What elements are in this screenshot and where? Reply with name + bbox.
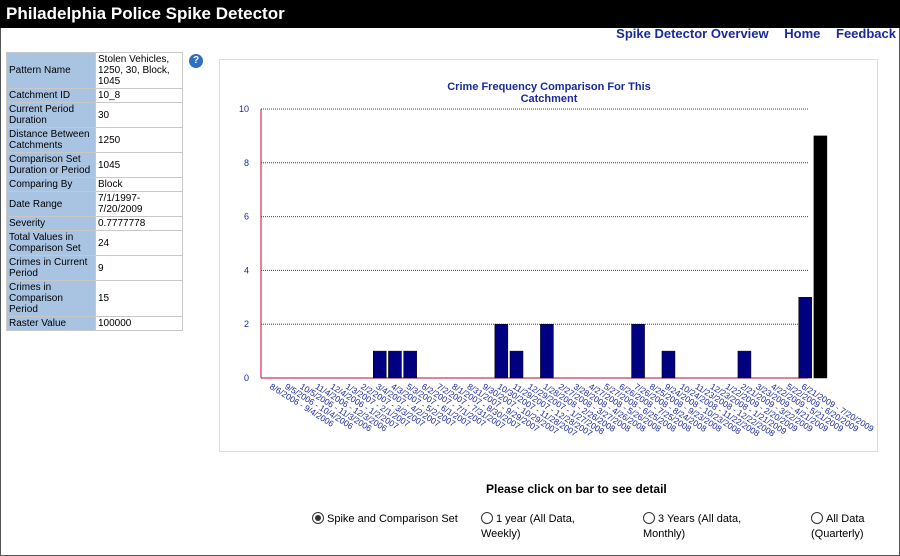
y-tick-label: 2 [244, 319, 249, 329]
info-value: 9 [95, 255, 183, 281]
help-icon[interactable]: ? [189, 54, 203, 68]
y-tick-label: 10 [239, 104, 249, 114]
info-row: Date Range 7/1/1997-7/20/2009 [6, 191, 183, 217]
chart-bar[interactable] [373, 350, 387, 379]
info-label: Total Values in Comparison Set [6, 230, 96, 256]
radio-all-data[interactable]: All Data (Quarterly) [811, 512, 891, 542]
info-row: Severity 0.7777778 [6, 216, 183, 231]
info-row: Crimes in Current Period 9 [6, 255, 183, 281]
chart-bar[interactable] [540, 323, 554, 379]
chart-bar[interactable] [813, 135, 828, 379]
info-label: Catchment ID [6, 88, 96, 103]
chart-title-line-2: Catchment [521, 93, 578, 105]
info-value: 15 [95, 280, 183, 317]
chart-bar[interactable] [388, 350, 402, 379]
info-value: Block [95, 177, 183, 192]
info-label: Comparing By [6, 177, 96, 192]
info-label: Crimes in Current Period [6, 255, 96, 281]
pattern-info-table: Pattern Name Stolen Vehicles, 1250, 30, B… [6, 52, 183, 331]
nav-overview-link[interactable]: Spike Detector Overview [616, 26, 769, 41]
radio-label: Spike and Comparison Set [327, 513, 458, 525]
chart-container: Crime Frequency Comparison For This Catc… [219, 59, 878, 452]
info-value: 1250 [95, 127, 183, 153]
info-value: Stolen Vehicles, 1250, 30, Block, 1045 [95, 52, 183, 89]
chart-bar[interactable] [631, 323, 645, 379]
info-row: Total Values in Comparison Set 24 [6, 230, 183, 256]
radio-label: All Data (Quarterly) [811, 513, 865, 540]
info-row: Catchment ID 10_8 [6, 88, 183, 103]
info-label: Severity [6, 216, 96, 231]
info-row: Current Period Duration 30 [6, 102, 183, 128]
chart-bar[interactable] [509, 350, 524, 379]
title-bar: Philadelphia Police Spike Detector [0, 0, 900, 28]
chart-bar[interactable] [403, 350, 417, 379]
info-value: 0.7777778 [95, 216, 183, 231]
y-tick-label: 6 [244, 212, 249, 222]
radio-3-years[interactable]: 3 Years (All data, Monthly) [643, 512, 773, 542]
info-value: 7/1/1997-7/20/2009 [95, 191, 183, 217]
info-row: Pattern Name Stolen Vehicles, 1250, 30, B… [6, 52, 183, 89]
radio-circle-icon[interactable] [811, 512, 823, 524]
info-row: Raster Value 100000 [6, 316, 183, 331]
chart-bar[interactable] [661, 350, 676, 379]
chart-title-line-1: Crime Frequency Comparison For This [447, 81, 651, 93]
info-label: Current Period Duration [6, 102, 96, 128]
info-label: Date Range [6, 191, 96, 217]
chart-bar[interactable] [737, 350, 752, 379]
y-tick-label: 4 [244, 265, 249, 275]
radio-circle-icon[interactable] [481, 512, 493, 524]
info-row: Distance Between Catchments 1250 [6, 127, 183, 153]
info-row: Crimes in Comparison Period 15 [6, 280, 183, 317]
info-label: Pattern Name [6, 52, 96, 89]
info-value: 30 [95, 102, 183, 128]
top-nav: Spike Detector Overview Home Feedback [604, 26, 896, 41]
info-label: Distance Between Catchments [6, 127, 96, 153]
radio-label: 3 Years (All data, Monthly) [643, 513, 742, 540]
radio-circle-icon[interactable] [643, 512, 655, 524]
click-instruction: Please click on bar to see detail [486, 482, 667, 496]
chart-bar[interactable] [494, 323, 509, 379]
crime-frequency-chart: Crime Frequency Comparison For This Catc… [239, 81, 876, 439]
info-value: 10_8 [95, 88, 183, 103]
info-label: Raster Value [6, 316, 96, 331]
nav-feedback-link[interactable]: Feedback [836, 26, 896, 41]
info-label: Crimes in Comparison Period [6, 280, 96, 317]
radio-label: 1 year (All Data, Weekly) [481, 513, 575, 540]
info-value: 24 [95, 230, 183, 256]
radio-1-year[interactable]: 1 year (All Data, Weekly) [481, 512, 601, 542]
info-value: 100000 [95, 316, 183, 331]
info-value: 1045 [95, 152, 183, 178]
info-row: Comparing By Block [6, 177, 183, 192]
nav-home-link[interactable]: Home [784, 26, 821, 41]
y-tick-label: 0 [244, 373, 249, 383]
radio-circle-selected-icon[interactable] [312, 512, 324, 524]
app-title: Philadelphia Police Spike Detector [6, 4, 285, 23]
info-label: Comparison Set Duration or Period [6, 152, 96, 178]
chart-bar[interactable] [798, 297, 812, 379]
radio-spike-comparison[interactable]: Spike and Comparison Set [312, 512, 462, 527]
y-tick-label: 8 [244, 158, 249, 168]
info-row: Comparison Set Duration or Period 1045 [6, 152, 183, 178]
